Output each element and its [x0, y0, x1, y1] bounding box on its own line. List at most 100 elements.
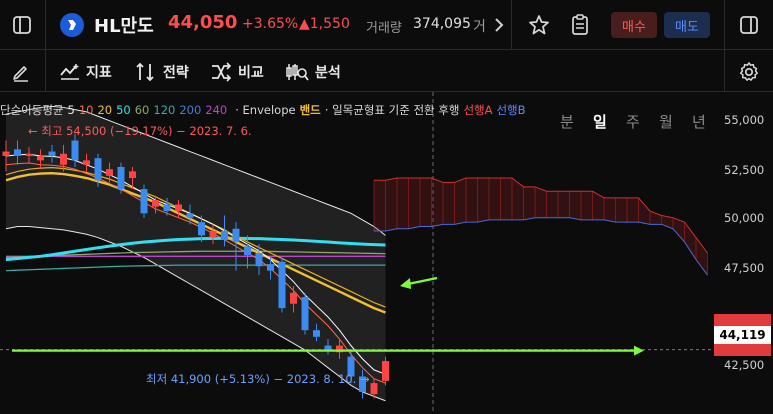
- y-tick-42500: 42,500: [724, 358, 765, 372]
- ichimoku-cloud-layer: [373, 177, 708, 276]
- ma-period-5: 5: [67, 103, 75, 117]
- strategy-label: 전략: [163, 65, 189, 81]
- chart-toolbar: 지표 전략 비교 분석 분 일 주 월 년: [0, 50, 773, 131]
- candle-body: [117, 166, 125, 190]
- candle-body: [244, 246, 251, 256]
- compare-label: 비교: [238, 65, 264, 81]
- period-year[interactable]: 년: [692, 113, 706, 131]
- ma-period-60: 60: [134, 103, 150, 117]
- envelope-label: · Envelope: [235, 103, 296, 117]
- candle-body: [14, 149, 21, 156]
- candle-body: [48, 151, 56, 156]
- candle-body: [301, 297, 309, 331]
- ma-20-line: [5, 171, 386, 314]
- ma-5-line: [5, 153, 386, 375]
- divider: [45, 0, 46, 50]
- ma-period-50: 50: [116, 103, 131, 117]
- ma-period-20: 20: [97, 103, 113, 117]
- candle-body: [290, 292, 297, 304]
- divider: [724, 50, 725, 92]
- ma-50-line: [5, 236, 386, 262]
- indicator-button[interactable]: 지표: [60, 60, 112, 84]
- gear-icon[interactable]: [737, 60, 761, 84]
- ichimoku-cloud-fill: [374, 178, 708, 276]
- ma-label: 단순이동평균: [0, 103, 64, 117]
- y-tick-50000: 50,000: [724, 211, 765, 225]
- ma-periods: 5 10 20 50 60 120 200 240: [67, 103, 231, 117]
- candlestick-layer: [2, 133, 389, 399]
- span-b-label: 선행B: [496, 103, 526, 117]
- y-tick-52500: 52,500: [724, 163, 765, 177]
- bollinger-upper-line: [5, 105, 386, 236]
- strategy-button[interactable]: 전략: [135, 60, 189, 84]
- ma-60-line: [5, 250, 386, 259]
- green-pointer-head: [400, 278, 411, 289]
- green-arrow-head: [634, 345, 644, 356]
- chevron-right-icon[interactable]: [488, 14, 510, 36]
- candle-body: [163, 204, 171, 212]
- volume-value: 374,095: [413, 16, 471, 32]
- y-tick-55000: 55,000: [724, 113, 765, 127]
- candle-body: [140, 189, 148, 214]
- span-a-line: [374, 177, 708, 254]
- high-annotation: ← 최고 54,500 (−19.17%) − 2023. 7. 6.: [28, 124, 252, 138]
- period-day[interactable]: 일: [593, 113, 607, 131]
- sell-button[interactable]: 매도: [664, 12, 710, 38]
- company-logo-icon: [60, 13, 84, 37]
- buy-button[interactable]: 매수: [611, 12, 657, 38]
- strategy-icon: [136, 62, 154, 82]
- ichimoku-label: · 일목균형표 기준 전환 후행: [324, 103, 460, 117]
- period-week[interactable]: 주: [626, 113, 640, 131]
- low-annotation: 최저 41,900 (+5.13%) − 2023. 8. 10. →: [146, 372, 370, 386]
- candle-body: [278, 261, 286, 309]
- stock-name[interactable]: HL만도: [94, 16, 154, 37]
- sidebar-toggle-icon[interactable]: [11, 14, 33, 36]
- period-minute[interactable]: 분: [560, 113, 574, 131]
- candle-body: [313, 330, 320, 337]
- current-price-label: 44,119: [714, 326, 771, 344]
- compare-button[interactable]: 비교: [210, 60, 264, 84]
- current-price: 44,050: [168, 12, 238, 33]
- indicator-legend: 단순이동평균 5 10 20 50 60 120 200 240 · Envelope 밴드 · 일목…: [0, 102, 530, 118]
- ma-period-10: 10: [78, 103, 94, 117]
- bollinger-label: 밴드: [299, 103, 321, 117]
- candle-body: [129, 171, 136, 179]
- candle-body: [37, 155, 44, 161]
- header-bar: HL만도 44,050 +3.65% ▲1,550 거래량 374,095 거 …: [0, 0, 773, 50]
- candle-body: [359, 376, 366, 392]
- candle-body: [186, 213, 194, 218]
- indicator-label: 지표: [86, 65, 112, 81]
- candle-body: [83, 160, 90, 165]
- indicator-icon: [60, 64, 79, 80]
- ma-10-line: [5, 162, 386, 384]
- divider: [724, 0, 725, 50]
- ma-period-120: 120: [153, 103, 176, 117]
- analysis-label: 분석: [315, 65, 341, 81]
- panel-icon[interactable]: [738, 14, 760, 36]
- clipboard-icon[interactable]: [568, 13, 592, 37]
- analysis-button[interactable]: 분석: [285, 60, 341, 84]
- moving-average-layer: [5, 153, 386, 384]
- candle-body: [324, 345, 332, 351]
- y-tick-47500: 47,500: [724, 261, 765, 275]
- candle-body: [347, 356, 355, 377]
- candle-body: [60, 153, 67, 165]
- candle-body: [370, 383, 378, 395]
- green-pointer-line: [407, 276, 438, 286]
- star-icon[interactable]: [527, 13, 551, 37]
- ma-120-line: [5, 264, 386, 272]
- candle-body: [232, 228, 240, 242]
- ma-period-240: 240: [205, 103, 228, 117]
- period-month[interactable]: 월: [659, 113, 673, 131]
- candle-body: [221, 230, 228, 240]
- analysis-icon: [286, 64, 309, 81]
- span-a-label: 선행A: [463, 103, 493, 117]
- price-chart[interactable]: [0, 92, 773, 414]
- candle-body: [94, 158, 102, 181]
- volume-label: 거래량: [366, 21, 402, 36]
- pencil-icon[interactable]: [10, 61, 32, 83]
- candle-body: [198, 222, 205, 236]
- candle-body: [267, 264, 274, 271]
- span-b-line: [374, 217, 708, 276]
- candle-body: [25, 153, 33, 156]
